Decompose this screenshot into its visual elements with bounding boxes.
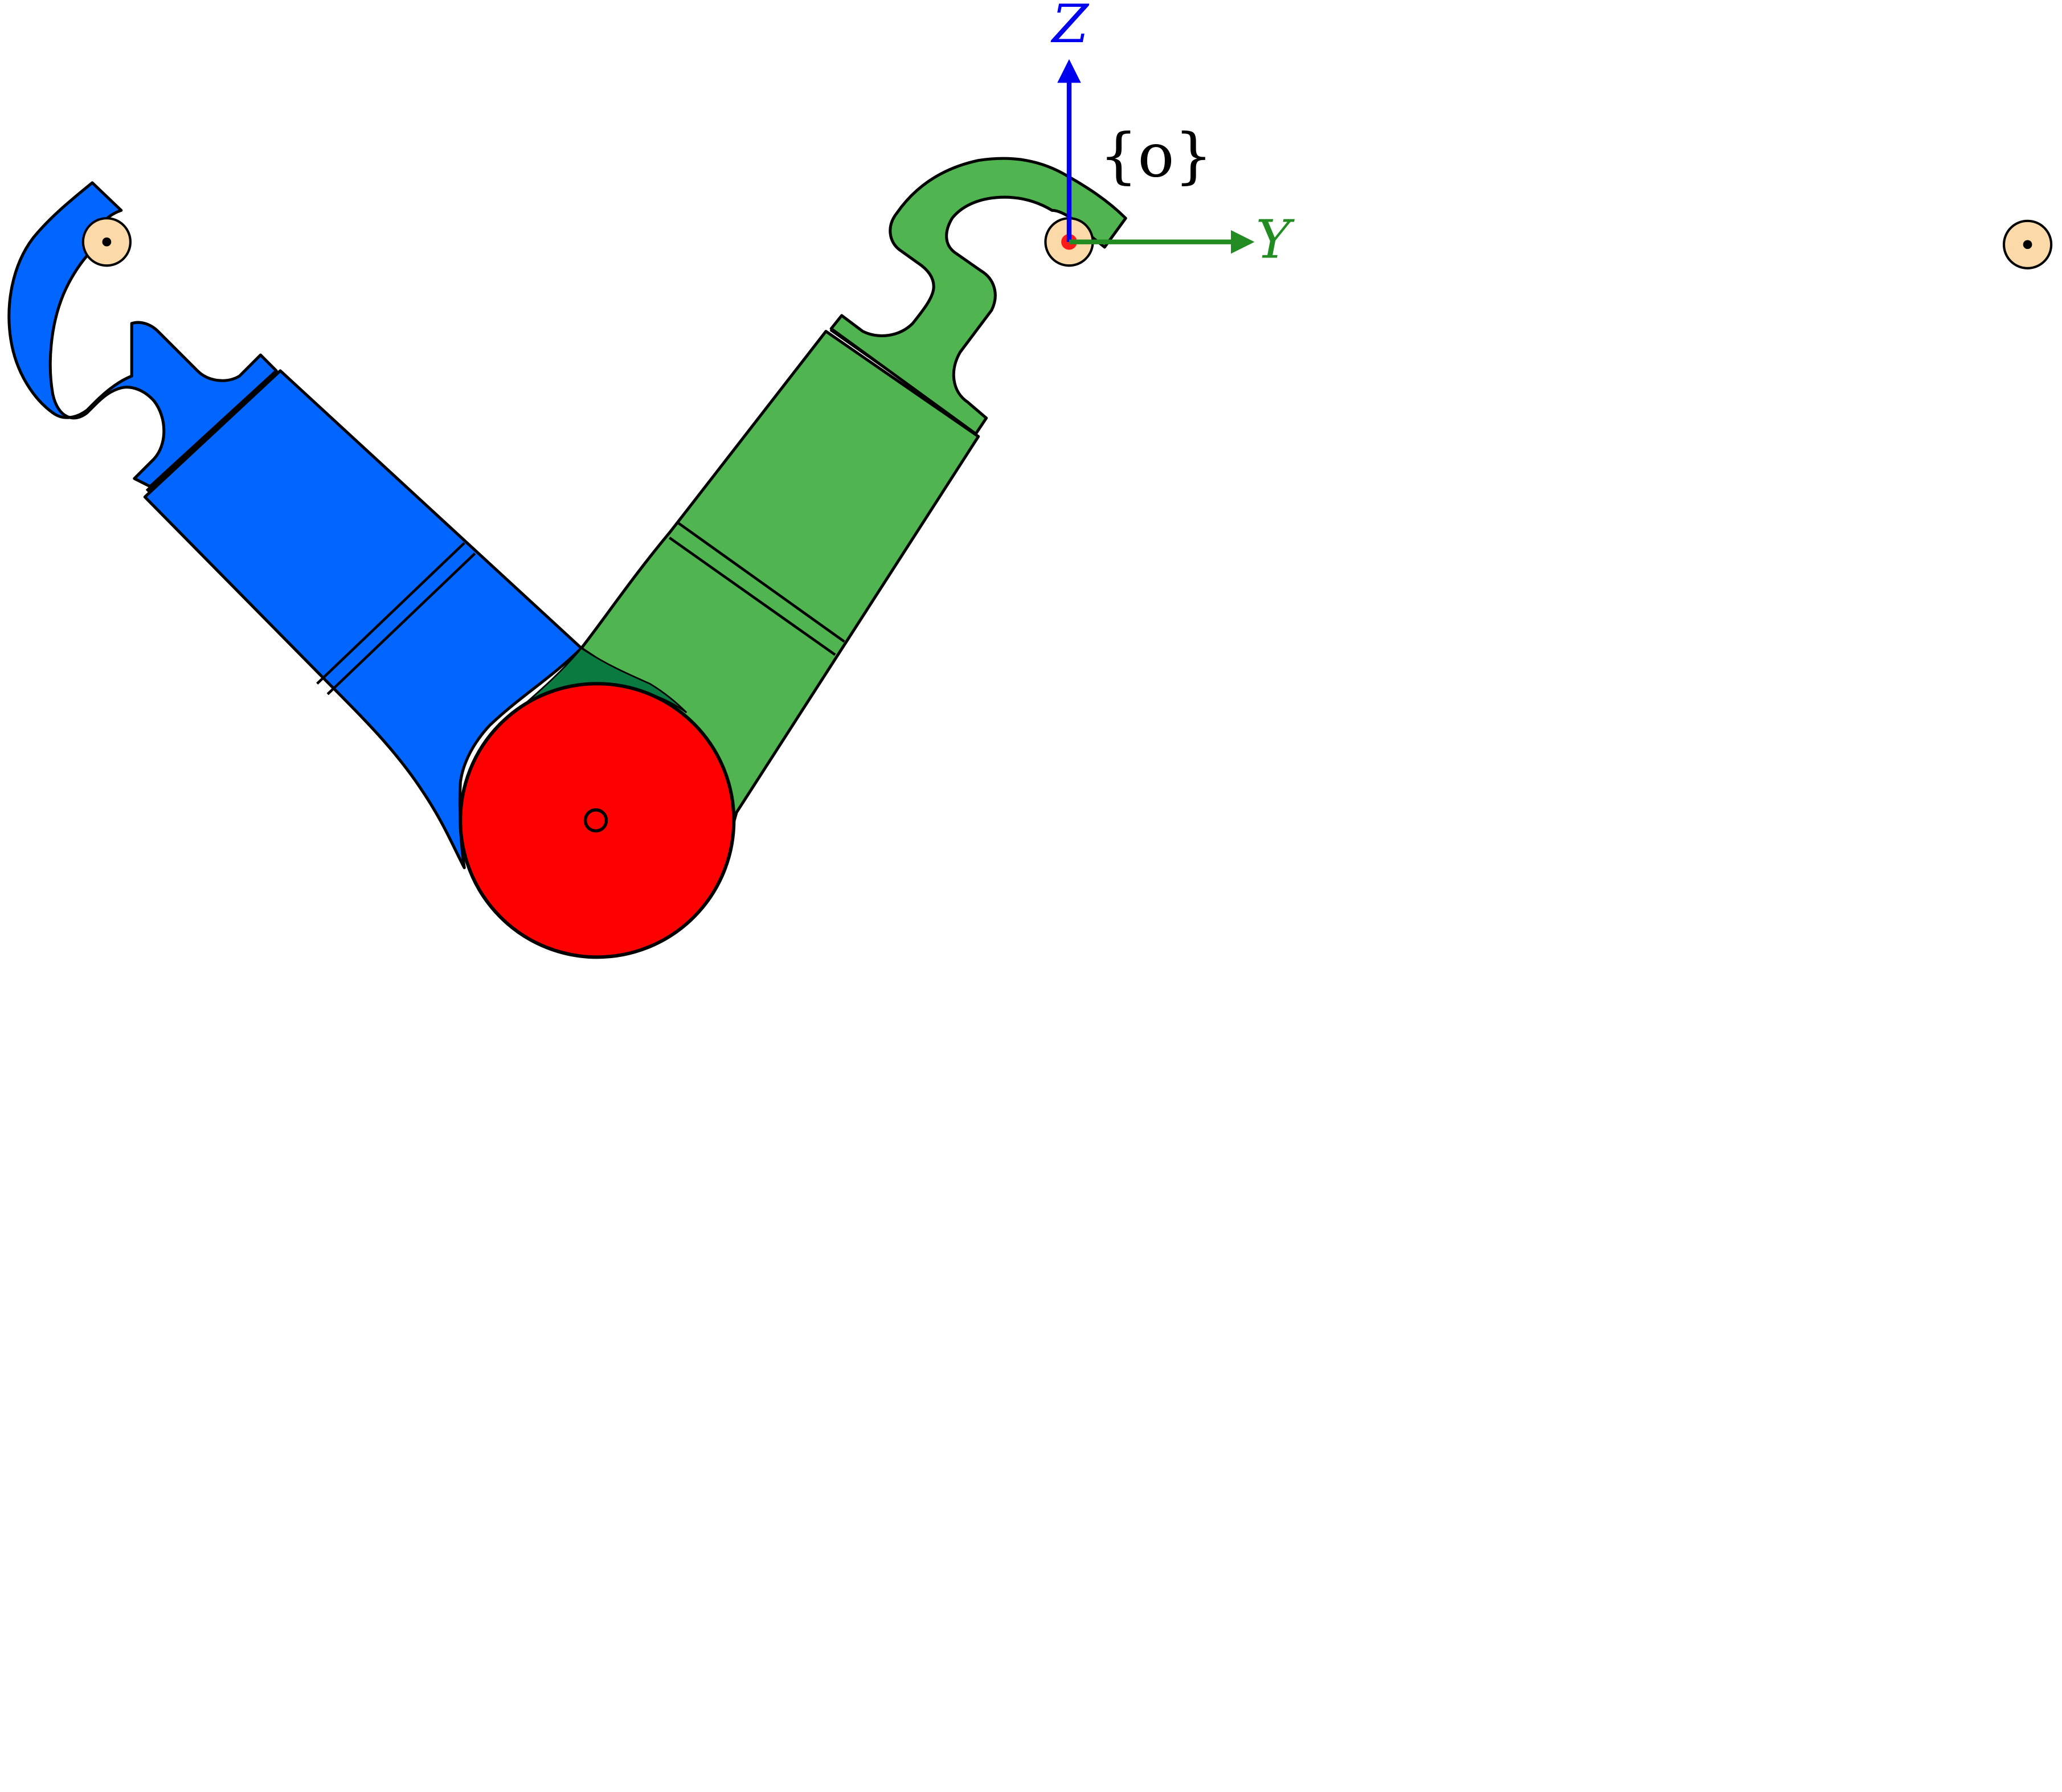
z-axis-label: Z	[1050, 0, 1090, 55]
green-arm	[580, 157, 1127, 869]
left-pivot	[81, 217, 132, 267]
right-pivot	[2002, 219, 2053, 269]
y-axis-label: Y	[1256, 208, 1295, 270]
green-arm-stripe-b	[668, 537, 836, 656]
green-arm-hook	[829, 157, 1127, 436]
blue-arm-hook-paint	[7, 181, 278, 488]
blue-arm-stripe-b	[326, 553, 476, 695]
green-arm-stripe-a	[678, 522, 845, 643]
red-joint-center	[583, 808, 608, 833]
red-joint	[459, 682, 736, 959]
blue-arm-stripe-a	[316, 542, 465, 685]
frame-label: {o}	[1099, 120, 1213, 191]
